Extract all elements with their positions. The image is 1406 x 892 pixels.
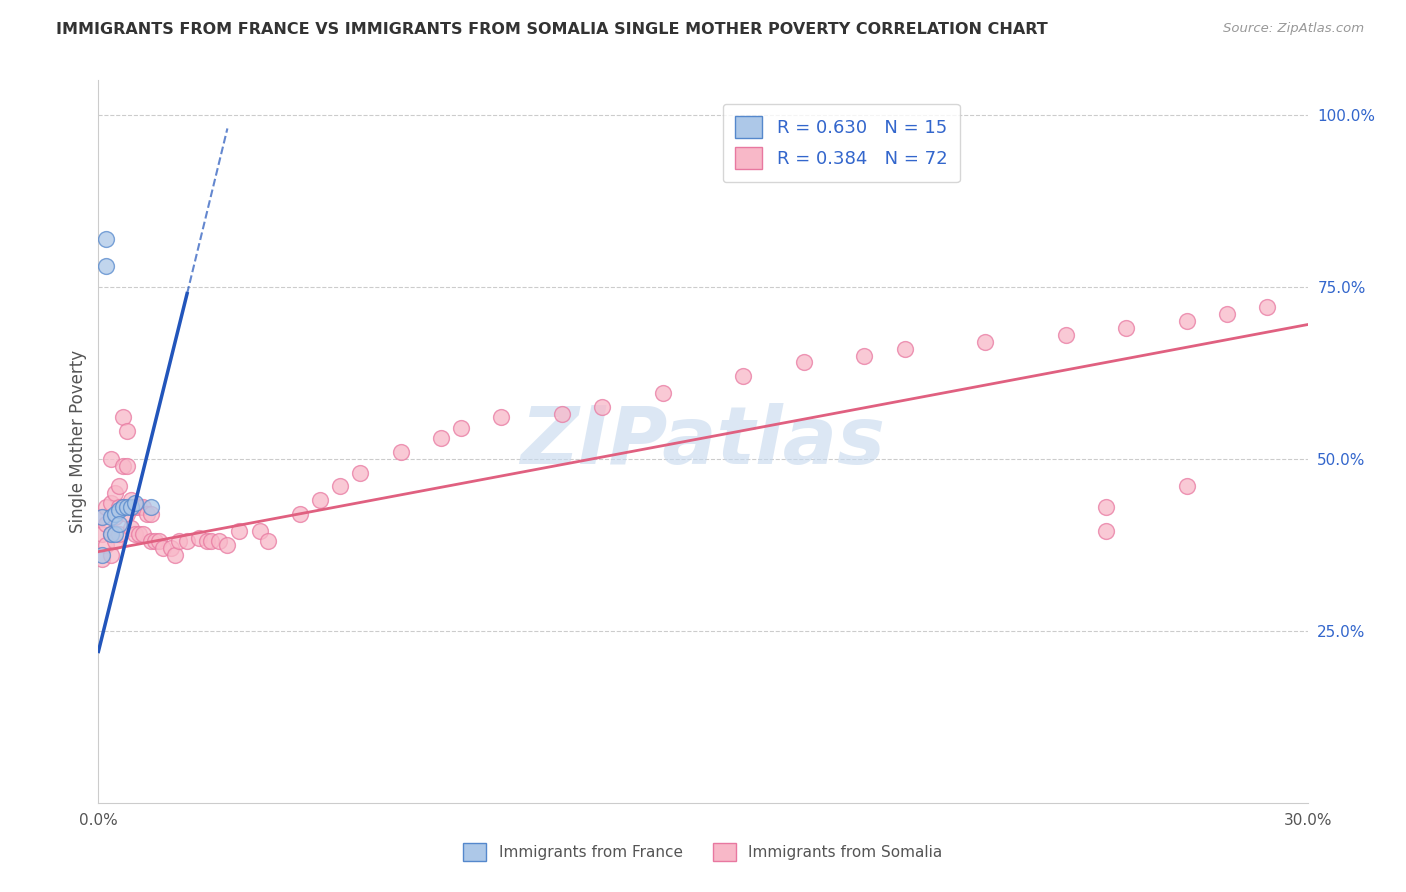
- Point: [349, 466, 371, 480]
- Point: [430, 431, 453, 445]
- Point: [188, 531, 211, 545]
- Point: [91, 510, 114, 524]
- Point: [163, 548, 186, 562]
- Point: [111, 410, 134, 425]
- Point: [893, 342, 915, 356]
- Point: [176, 534, 198, 549]
- Point: [115, 507, 138, 521]
- Point: [107, 479, 129, 493]
- Point: [96, 538, 118, 552]
- Point: [329, 479, 352, 493]
- Point: [100, 496, 122, 510]
- Point: [733, 369, 755, 384]
- Point: [91, 527, 114, 541]
- Point: [124, 496, 146, 510]
- Point: [200, 534, 222, 549]
- Point: [1095, 524, 1118, 538]
- Point: [100, 527, 122, 541]
- Point: [96, 517, 118, 532]
- Point: [651, 386, 673, 401]
- Point: [111, 500, 134, 514]
- Point: [120, 520, 142, 534]
- Point: [100, 527, 122, 541]
- Point: [128, 500, 150, 514]
- Point: [115, 424, 138, 438]
- Point: [450, 421, 472, 435]
- Point: [256, 534, 278, 549]
- Point: [139, 507, 162, 521]
- Point: [91, 551, 114, 566]
- Y-axis label: Single Mother Poverty: Single Mother Poverty: [69, 350, 87, 533]
- Point: [96, 231, 118, 245]
- Point: [111, 458, 134, 473]
- Point: [120, 493, 142, 508]
- Point: [111, 500, 134, 514]
- Point: [103, 510, 125, 524]
- Point: [793, 355, 815, 369]
- Point: [1095, 500, 1118, 514]
- Point: [115, 458, 138, 473]
- Point: [135, 507, 157, 521]
- Point: [1175, 314, 1198, 328]
- Point: [1175, 479, 1198, 493]
- Point: [103, 507, 125, 521]
- Point: [103, 534, 125, 549]
- Point: [152, 541, 174, 556]
- Point: [96, 500, 118, 514]
- Legend: Immigrants from France, Immigrants from Somalia: Immigrants from France, Immigrants from …: [457, 837, 949, 867]
- Point: [288, 507, 311, 521]
- Point: [974, 334, 997, 349]
- Point: [853, 349, 876, 363]
- Point: [103, 486, 125, 500]
- Point: [103, 527, 125, 541]
- Point: [107, 500, 129, 514]
- Point: [91, 510, 114, 524]
- Point: [1054, 327, 1077, 342]
- Point: [551, 407, 574, 421]
- Point: [124, 500, 146, 514]
- Point: [143, 534, 166, 549]
- Point: [132, 527, 155, 541]
- Point: [491, 410, 513, 425]
- Point: [100, 548, 122, 562]
- Point: [1115, 321, 1137, 335]
- Point: [217, 538, 239, 552]
- Point: [107, 527, 129, 541]
- Point: [139, 534, 162, 549]
- Point: [96, 259, 118, 273]
- Point: [107, 503, 129, 517]
- Text: IMMIGRANTS FROM FRANCE VS IMMIGRANTS FROM SOMALIA SINGLE MOTHER POVERTY CORRELAT: IMMIGRANTS FROM FRANCE VS IMMIGRANTS FRO…: [56, 22, 1047, 37]
- Point: [107, 517, 129, 532]
- Point: [167, 534, 190, 549]
- Point: [591, 400, 613, 414]
- Point: [1216, 307, 1239, 321]
- Point: [249, 524, 271, 538]
- Point: [309, 493, 332, 508]
- Point: [148, 534, 170, 549]
- Point: [228, 524, 250, 538]
- Point: [100, 451, 122, 466]
- Text: Source: ZipAtlas.com: Source: ZipAtlas.com: [1223, 22, 1364, 36]
- Point: [91, 548, 114, 562]
- Text: ZIPatlas: ZIPatlas: [520, 402, 886, 481]
- Point: [120, 500, 142, 514]
- Point: [115, 500, 138, 514]
- Point: [389, 445, 412, 459]
- Point: [208, 534, 231, 549]
- Point: [128, 527, 150, 541]
- Point: [100, 510, 122, 524]
- Point: [160, 541, 183, 556]
- Point: [132, 500, 155, 514]
- Point: [139, 500, 162, 514]
- Point: [124, 527, 146, 541]
- Point: [195, 534, 218, 549]
- Point: [1256, 301, 1278, 315]
